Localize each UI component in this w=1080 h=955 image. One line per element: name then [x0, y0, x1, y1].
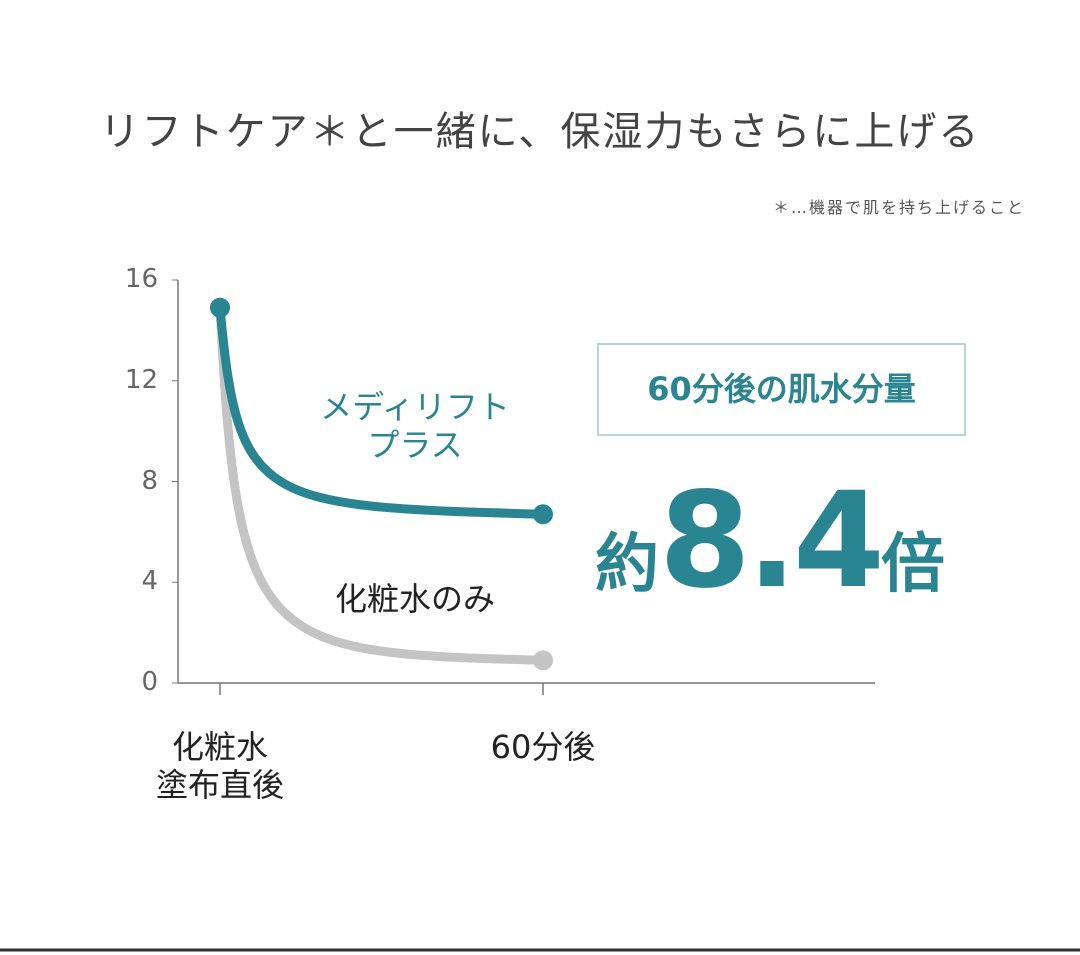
x-tick-label: 60分後 [490, 728, 596, 766]
series-label: 化粧水のみ [334, 580, 495, 618]
callout-label: 60分後の肌水分量 [597, 343, 966, 436]
y-tick-label: 8 [141, 465, 158, 496]
y-tick-label: 4 [141, 566, 158, 597]
series-label: メディリフト プラス [320, 388, 510, 465]
chart-title: リフトケア＊と一緒に、保湿力もさらに上げる [99, 109, 981, 155]
y-tick-label: 0 [141, 667, 158, 697]
y-tick-label: 16 [124, 264, 158, 294]
x-tick-label: 化粧水 塗布直後 [155, 728, 284, 805]
callout-ratio: 約8.4倍 [595, 462, 975, 620]
y-tick-label: 12 [124, 364, 158, 395]
footnote: ＊…機器で肌を持ち上げること [772, 198, 1025, 217]
callout-suffix: 倍 [880, 528, 945, 602]
data-point [210, 297, 230, 318]
data-point [533, 504, 553, 525]
callout-value: 8.4 [659, 464, 885, 618]
series-line [215, 303, 548, 519]
data-point [533, 650, 553, 671]
series-line [215, 303, 548, 665]
callout-prefix: 約 [595, 528, 659, 602]
